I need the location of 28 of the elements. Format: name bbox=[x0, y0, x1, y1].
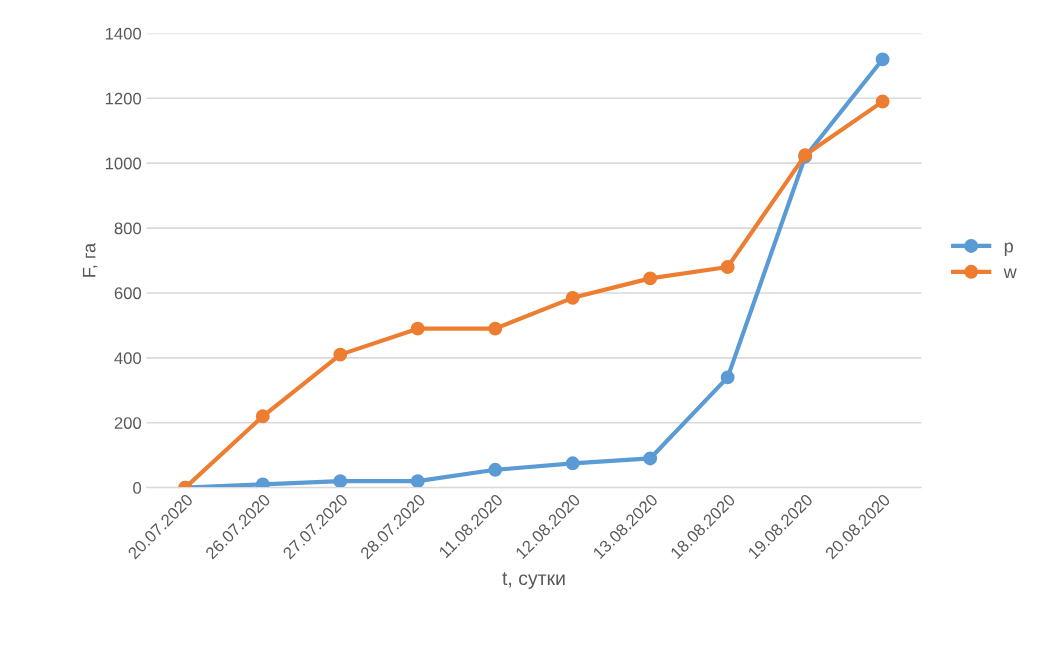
y-tick-label: 400 bbox=[114, 352, 142, 365]
point bbox=[565, 456, 580, 471]
point bbox=[488, 321, 503, 336]
y-tick-label: 0 bbox=[133, 482, 142, 494]
point bbox=[410, 321, 425, 336]
point bbox=[720, 370, 735, 385]
point bbox=[488, 462, 503, 477]
point bbox=[255, 477, 270, 488]
x-axis-title: t, сутки bbox=[502, 572, 565, 589]
point bbox=[643, 451, 658, 466]
y-tick-label: 600 bbox=[114, 287, 142, 300]
legend-label: w bbox=[1003, 268, 1017, 279]
y-axis-title: F, га bbox=[82, 242, 98, 277]
point bbox=[333, 474, 348, 488]
y-tick-label: 800 bbox=[114, 222, 142, 235]
point bbox=[875, 94, 890, 109]
y-tick-label: 1200 bbox=[105, 92, 142, 105]
y-tick-label: 200 bbox=[114, 417, 142, 429]
point bbox=[255, 409, 270, 424]
point bbox=[565, 290, 580, 305]
y-tick-label: 1000 bbox=[105, 157, 142, 170]
legend-label: p bbox=[1004, 242, 1013, 257]
point bbox=[875, 52, 890, 67]
point bbox=[410, 474, 425, 488]
point bbox=[720, 260, 735, 274]
point bbox=[643, 271, 658, 286]
y-tick-label: 1400 bbox=[105, 27, 142, 40]
point bbox=[333, 347, 348, 362]
